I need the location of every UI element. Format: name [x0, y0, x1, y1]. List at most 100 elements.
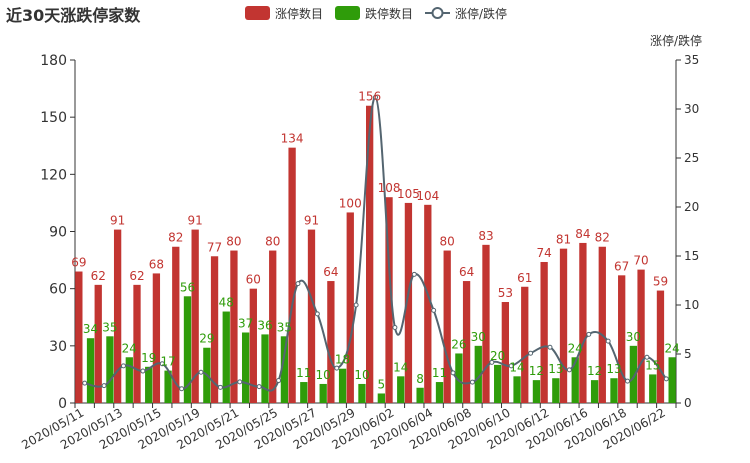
ratio-point: [586, 331, 592, 337]
data-label-up: 91: [188, 214, 203, 228]
data-label-down: 34: [83, 322, 98, 336]
bar-up: [307, 229, 316, 403]
ratio-point: [411, 271, 417, 277]
ratio-point: [489, 359, 495, 365]
bar-down: [474, 345, 482, 403]
ratio-point: [431, 307, 437, 313]
ratio-point: [663, 376, 669, 382]
data-label-up: 82: [595, 231, 610, 245]
data-label-down: 10: [316, 368, 331, 382]
ratio-point: [528, 350, 534, 356]
bar-up: [521, 286, 529, 403]
bar-down: [649, 374, 657, 403]
bar-down: [532, 380, 541, 403]
ratio-point: [101, 383, 107, 389]
ratio-point: [450, 370, 456, 376]
bar-up: [540, 261, 548, 403]
bar-up: [656, 290, 665, 403]
bar-down: [241, 332, 250, 403]
bar-up: [559, 248, 568, 403]
data-label-up: 134: [281, 132, 304, 146]
y-right-tick-label: 30: [684, 102, 699, 116]
data-label-up: 82: [168, 231, 183, 245]
data-label-up: 67: [614, 259, 629, 273]
bar-up: [385, 197, 393, 403]
bar-down: [261, 334, 269, 403]
bar-up: [210, 256, 219, 403]
bar-up: [366, 105, 374, 403]
data-label-down: 20: [490, 349, 505, 363]
data-label-up: 69: [71, 256, 86, 270]
ratio-point: [237, 379, 243, 385]
bar-down: [86, 338, 95, 403]
legend-item-1: 涨停数目: [245, 6, 323, 21]
bar-up: [172, 246, 180, 403]
data-label-up: 80: [440, 235, 455, 249]
data-label-up: 61: [517, 271, 532, 285]
data-label-up: 80: [226, 235, 241, 249]
bar-down: [494, 364, 502, 403]
data-label-up: 81: [556, 233, 571, 247]
bar-up: [618, 275, 626, 403]
ratio-point: [276, 378, 282, 384]
ratio-point: [159, 361, 165, 367]
bar-up: [462, 281, 471, 403]
data-label-down: 48: [219, 296, 234, 310]
bar-up: [598, 246, 606, 403]
legend-swatch-marker: [431, 7, 444, 19]
ratio-point: [644, 354, 650, 360]
bar-down: [106, 336, 114, 403]
data-label-up: 64: [459, 265, 474, 279]
data-label-up: 104: [416, 189, 439, 203]
bar-down: [300, 382, 308, 403]
y-right-tick-label: 0: [684, 396, 692, 410]
data-label-down: 24: [122, 341, 137, 355]
bar-down: [338, 368, 347, 403]
data-label-down: 37: [238, 316, 253, 330]
legend-item-3: 涨停/跌停: [425, 6, 507, 21]
data-label-down: 56: [180, 280, 195, 294]
bar-up: [288, 147, 296, 403]
bar-down: [183, 296, 192, 403]
ratio-point: [392, 324, 398, 330]
data-label-down: 35: [102, 320, 117, 334]
data-label-up: 84: [575, 227, 590, 241]
bar-down: [416, 387, 424, 403]
y-left-tick-label: 120: [40, 167, 67, 183]
data-label-down: 30: [471, 330, 486, 344]
bar-up: [482, 244, 490, 403]
ratio-point: [217, 384, 223, 390]
bar-down: [222, 311, 230, 403]
data-label-down: 11: [296, 366, 311, 380]
data-label-up: 68: [149, 257, 164, 271]
bar-up: [191, 229, 199, 403]
bar-up: [501, 302, 510, 403]
data-label-down: 13: [606, 362, 621, 376]
y-left-tick-label: 150: [40, 110, 67, 126]
bar-down: [668, 357, 676, 403]
ratio-point: [120, 363, 126, 369]
data-label-up: 59: [653, 275, 668, 289]
data-label-up: 70: [633, 254, 648, 268]
bar-up: [230, 250, 238, 403]
data-label-up: 91: [304, 214, 319, 228]
ratio-point: [469, 379, 475, 385]
bar-up: [637, 269, 645, 403]
y-right-tick-label: 10: [684, 298, 699, 312]
bar-down: [610, 378, 618, 403]
data-label-down: 17: [160, 355, 175, 369]
bar-up: [424, 204, 432, 403]
bar-down: [435, 382, 444, 403]
data-label-up: 100: [339, 196, 362, 210]
y-right-tick-label: 25: [684, 151, 699, 165]
ratio-point: [334, 365, 340, 371]
ratio-point: [605, 338, 611, 344]
data-label-down: 14: [393, 360, 408, 374]
y-right-tick-label: 35: [684, 53, 699, 67]
bar-down: [145, 366, 153, 403]
ratio-point: [256, 384, 262, 390]
ratio-point: [373, 94, 378, 100]
legend-swatch: [335, 6, 360, 20]
legend-swatch: [245, 6, 270, 20]
